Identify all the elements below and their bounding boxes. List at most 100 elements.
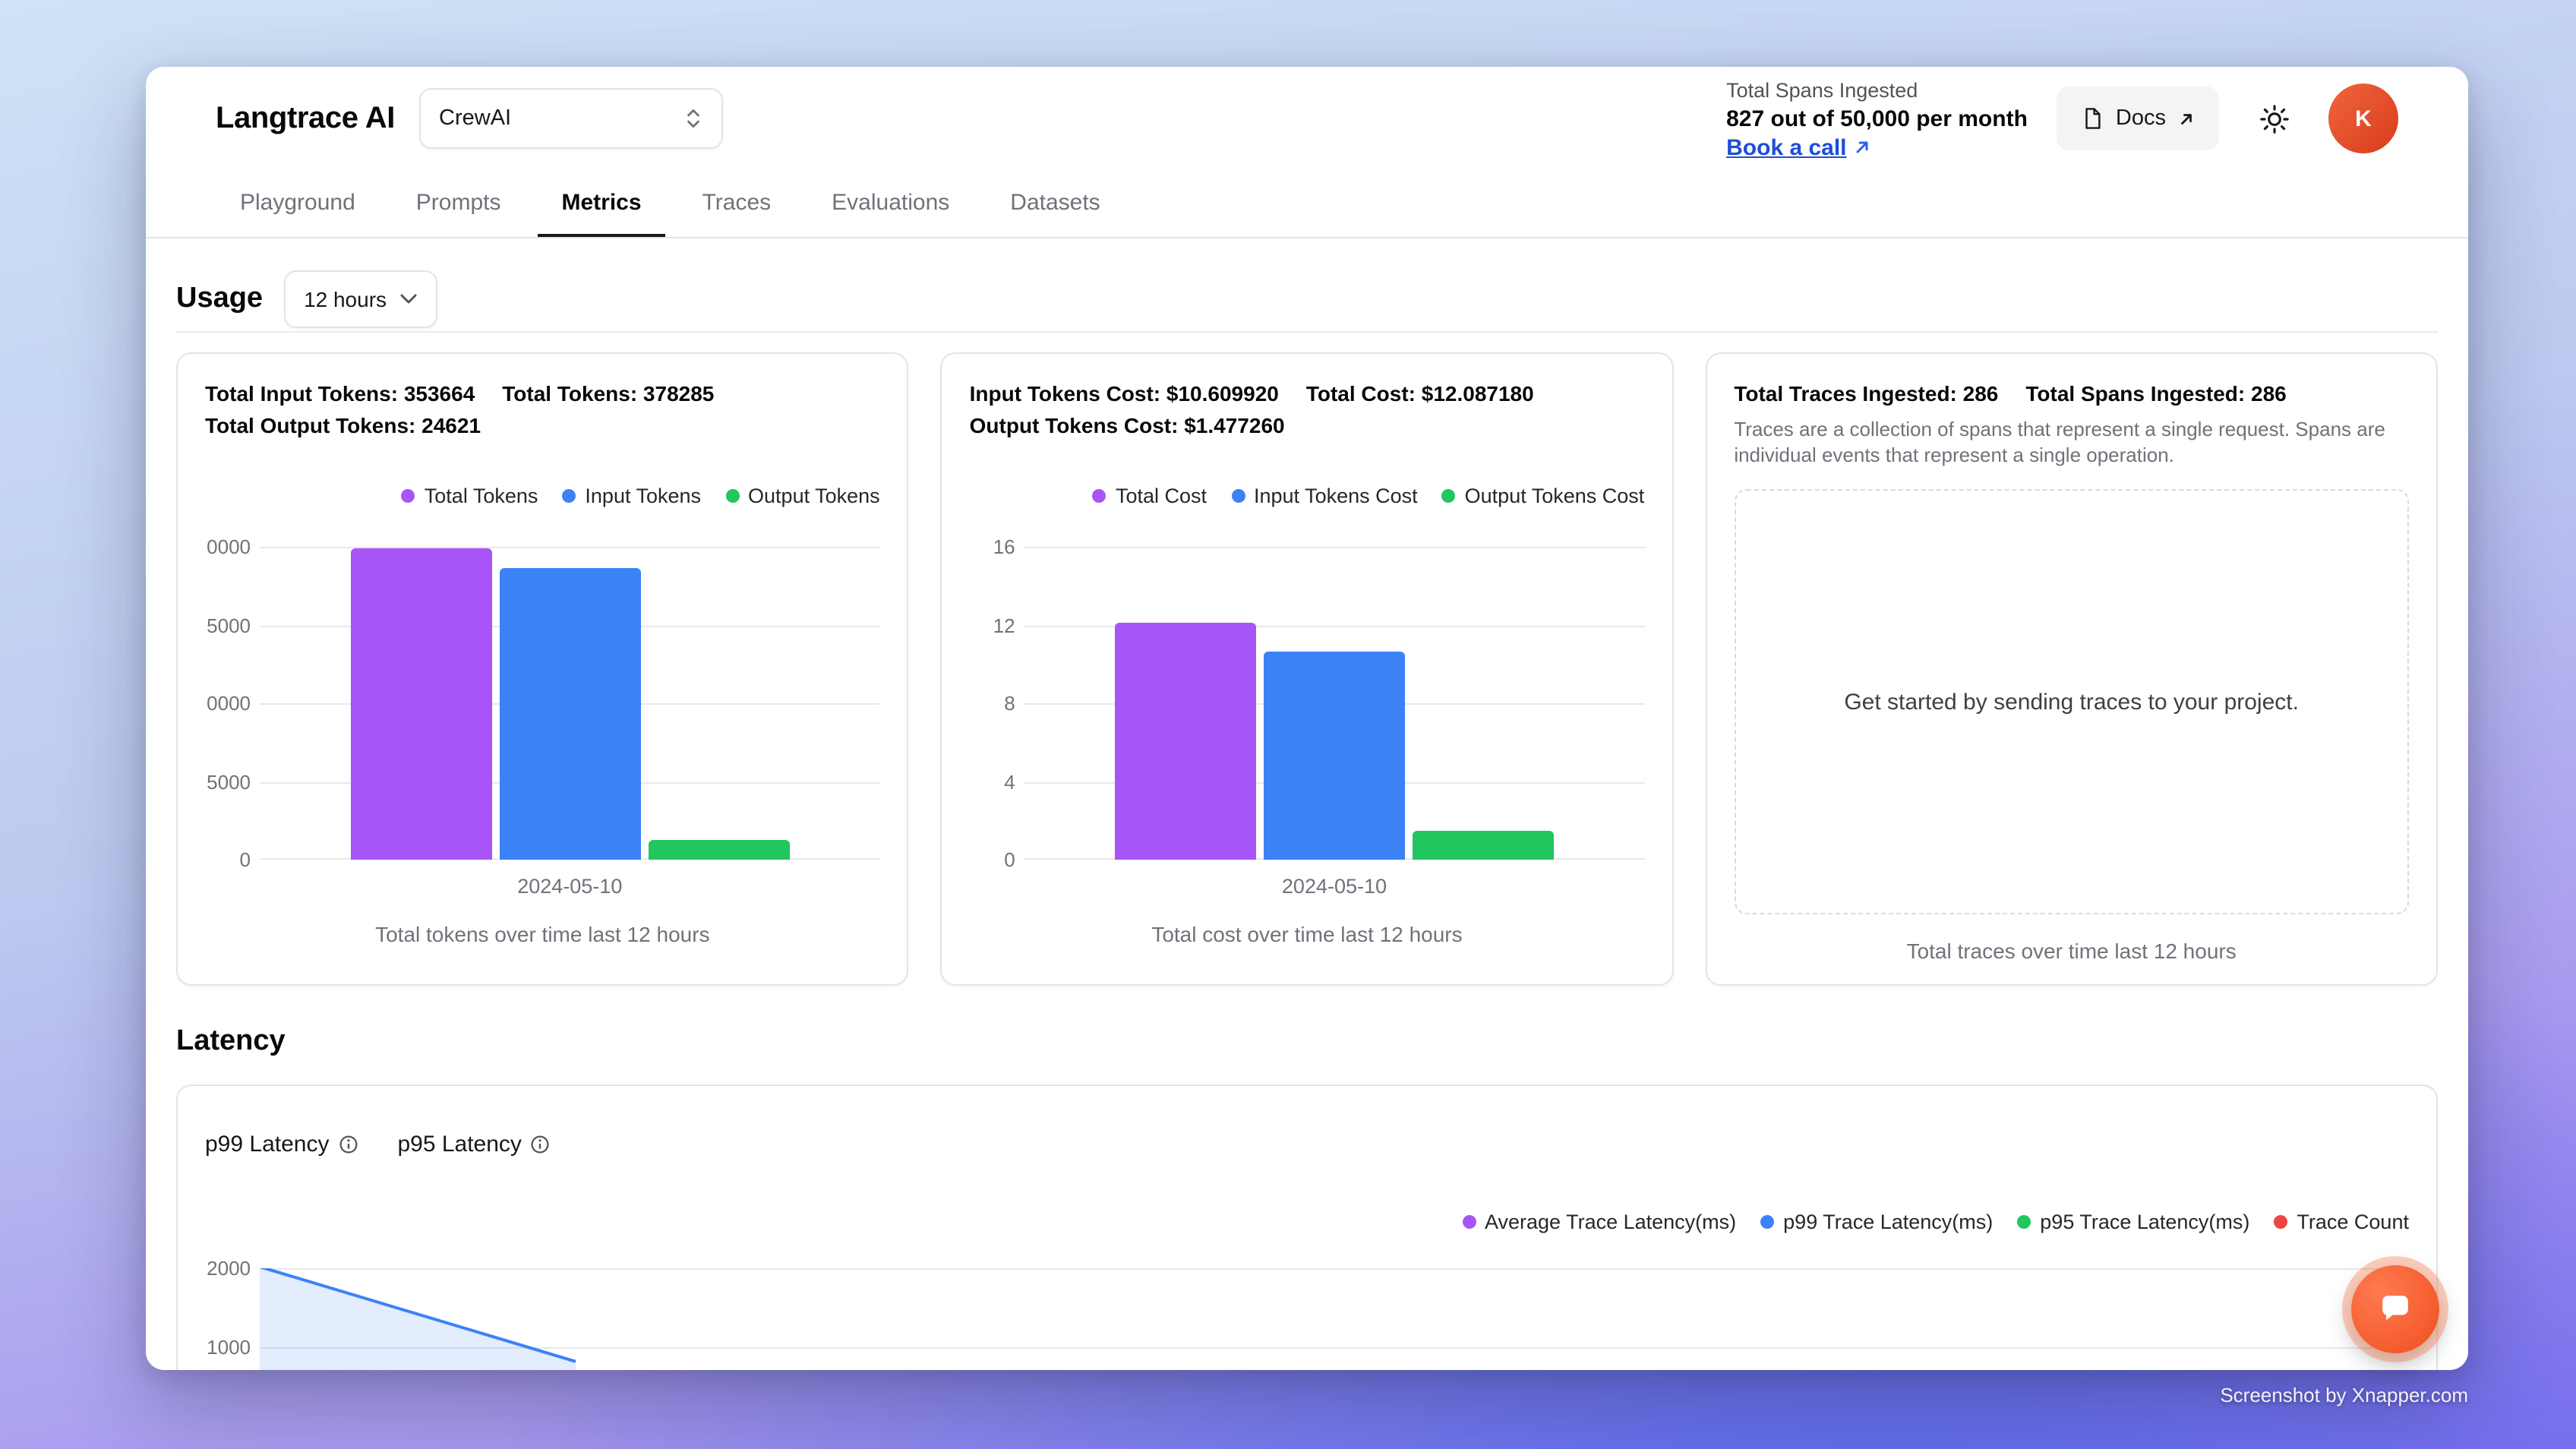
tab-datasets[interactable]: Datasets xyxy=(1010,189,1100,215)
p99-latency-toggle[interactable]: p99 Latency xyxy=(205,1132,358,1157)
output-tokens-cost-stat: Output Tokens Cost: $1.477260 xyxy=(969,413,1285,437)
legend-input-tokens: Input Tokens xyxy=(562,485,701,507)
spans-ingested-value: 827 out of 50,000 per month xyxy=(1726,106,2028,131)
latency-card: p99 Latency p95 Latency xyxy=(176,1084,2438,1370)
y-tick-label: 5000 xyxy=(207,614,251,636)
latency-chart: 2000 1000 xyxy=(205,1257,2409,1370)
tokens-chart-legend: Total Tokens Input Tokens Output Tokens xyxy=(205,485,880,507)
y-tick-label: 8 xyxy=(1004,692,1015,715)
watermark: Screenshot by Xnapper.com xyxy=(2220,1384,2468,1406)
bar-total-tokens xyxy=(350,548,492,860)
bar-group xyxy=(1024,547,1645,860)
legend-total-cost: Total Cost xyxy=(1092,485,1207,507)
legend-dot xyxy=(1092,489,1106,503)
latency-area-chart xyxy=(260,1268,2409,1370)
tab-metrics[interactable]: Metrics xyxy=(537,170,666,237)
tab-playground[interactable]: Playground xyxy=(240,189,355,215)
book-a-call-label: Book a call xyxy=(1726,134,1847,160)
latency-chart-legend: Average Trace Latency(ms) p99 Trace Late… xyxy=(205,1211,2409,1233)
chat-bubble-icon xyxy=(2382,1296,2408,1321)
p95-latency-toggle[interactable]: p95 Latency xyxy=(397,1132,550,1157)
bar-input-tokens-cost xyxy=(1263,652,1405,860)
info-icon xyxy=(339,1135,357,1154)
tokens-card: Total Input Tokens: 353664 Total Tokens:… xyxy=(176,352,909,986)
y-axis: 16 12 8 4 0 xyxy=(970,535,1024,871)
avatar[interactable]: K xyxy=(2328,84,2398,153)
legend-total-tokens: Total Tokens xyxy=(401,485,538,507)
traces-card: Total Traces Ingested: 286 Total Spans I… xyxy=(1705,352,2438,986)
chat-widget-button[interactable] xyxy=(2351,1265,2439,1353)
legend-average-trace-latency: Average Trace Latency(ms) xyxy=(1462,1211,1736,1233)
app-header: Langtrace AI CrewAI Total Spans Ingested… xyxy=(146,67,2468,238)
tokens-chart-caption: Total tokens over time last 12 hours xyxy=(375,922,710,946)
legend-input-tokens-cost: Input Tokens Cost xyxy=(1231,485,1418,507)
y-tick-label: 0 xyxy=(1004,848,1015,871)
legend-dot xyxy=(1441,489,1456,503)
legend-dot xyxy=(562,489,576,503)
cost-bar-chart: 16 12 8 4 0 xyxy=(970,535,1645,898)
main-content: Usage 12 hours Total Input Tokens: 35366… xyxy=(146,270,2468,1370)
time-range-value: 12 hours xyxy=(304,286,387,311)
usage-title: Usage xyxy=(176,282,264,314)
input-tokens-cost-stat: Input Tokens Cost: $10.609920 xyxy=(969,381,1279,406)
legend-p99-trace-latency: p99 Trace Latency(ms) xyxy=(1760,1211,1993,1233)
legend-output-tokens-cost: Output Tokens Cost xyxy=(1441,485,1644,507)
y-tick-label: 16 xyxy=(993,535,1015,558)
time-range-selector[interactable]: 12 hours xyxy=(284,270,437,327)
total-output-tokens-stat: Total Output Tokens: 24621 xyxy=(205,413,481,437)
legend-dot xyxy=(1760,1215,1775,1229)
y-tick-label: 2000 xyxy=(207,1257,251,1280)
file-icon xyxy=(2085,108,2101,129)
tokens-stats-row-1: Total Input Tokens: 353664 Total Tokens:… xyxy=(205,378,880,410)
plot-area xyxy=(1024,547,1645,860)
traces-empty-state-text: Get started by sending traces to your pr… xyxy=(1844,689,2299,715)
project-selector[interactable]: CrewAI xyxy=(419,88,724,149)
app-window: Langtrace AI CrewAI Total Spans Ingested… xyxy=(146,67,2468,1370)
tokens-stats-row-2: Total Output Tokens: 24621 xyxy=(205,410,880,442)
plot-area xyxy=(260,547,880,860)
latency-title: Latency xyxy=(176,1025,286,1057)
theme-toggle-button[interactable] xyxy=(2242,87,2306,150)
usage-cards-row: Total Input Tokens: 353664 Total Tokens:… xyxy=(176,352,2438,986)
x-tick-label: 2024-05-10 xyxy=(1281,875,1387,898)
tab-traces[interactable]: Traces xyxy=(702,189,772,215)
legend-dot xyxy=(1462,1215,1476,1229)
docs-button[interactable]: Docs xyxy=(2056,87,2219,150)
legend-dot xyxy=(2274,1215,2288,1229)
legend-dot xyxy=(2017,1215,2031,1229)
bar-total-cost xyxy=(1114,623,1256,860)
y-tick-label: 1000 xyxy=(207,1336,251,1359)
spans-ingested-label: Total Spans Ingested xyxy=(1726,78,1918,101)
y-axis: 2000 1000 xyxy=(205,1257,260,1370)
legend-dot xyxy=(725,489,740,503)
plot-area xyxy=(260,1268,2409,1370)
legend-output-tokens: Output Tokens xyxy=(725,485,880,507)
nav-tabs: Playground Prompts Metrics Traces Evalua… xyxy=(216,170,2398,237)
latency-area xyxy=(260,1268,576,1370)
y-axis: 0000 5000 0000 5000 0 xyxy=(205,535,260,871)
gridline xyxy=(260,1268,2409,1270)
cost-stats-row-1: Input Tokens Cost: $10.609920 Total Cost… xyxy=(970,378,1645,410)
spans-quota-block: Total Spans Ingested 827 out of 50,000 p… xyxy=(1726,75,2028,162)
traces-stats-row: Total Traces Ingested: 286 Total Spans I… xyxy=(1734,378,2409,410)
usage-header-row: Usage 12 hours xyxy=(176,270,2438,333)
cost-card: Input Tokens Cost: $10.609920 Total Cost… xyxy=(940,352,1674,986)
cost-chart-caption: Total cost over time last 12 hours xyxy=(1151,922,1463,946)
total-input-tokens-stat: Total Input Tokens: 353664 xyxy=(205,381,475,406)
tab-evaluations[interactable]: Evaluations xyxy=(832,189,950,215)
x-tick-label: 2024-05-10 xyxy=(517,875,623,898)
book-a-call-link[interactable]: Book a call xyxy=(1726,133,1870,162)
traces-empty-state: Get started by sending traces to your pr… xyxy=(1734,489,2409,914)
legend-trace-count: Trace Count xyxy=(2274,1211,2409,1233)
traces-description: Traces are a collection of spans that re… xyxy=(1734,418,2385,466)
latency-line xyxy=(260,1268,576,1362)
chevron-down-icon xyxy=(399,293,416,303)
sun-icon xyxy=(2259,104,2288,133)
tab-prompts[interactable]: Prompts xyxy=(415,189,501,215)
y-tick-label: 0000 xyxy=(207,535,251,558)
y-tick-label: 12 xyxy=(993,614,1015,636)
total-tokens-stat: Total Tokens: 378285 xyxy=(502,381,715,406)
legend-p95-trace-latency: p95 Trace Latency(ms) xyxy=(2017,1211,2249,1233)
latency-toggles: p99 Latency p95 Latency xyxy=(205,1132,2409,1157)
